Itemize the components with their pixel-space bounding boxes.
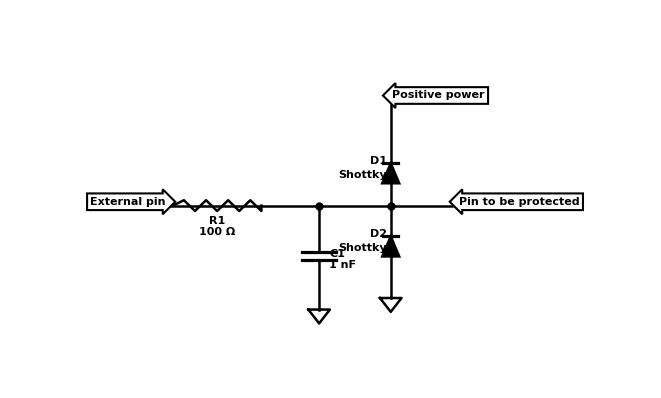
Text: 1 nF: 1 nF [329,260,356,270]
Text: Positive power: Positive power [392,90,485,101]
Text: R1: R1 [210,216,225,226]
Text: C1: C1 [329,249,345,259]
Text: Shottky: Shottky [338,170,387,180]
Text: D1: D1 [370,156,387,166]
Text: Pin to be protected: Pin to be protected [459,197,580,207]
Text: D2: D2 [370,229,387,239]
Polygon shape [382,236,399,256]
Polygon shape [382,163,399,183]
Text: Shottky: Shottky [338,243,387,253]
Text: 100 Ω: 100 Ω [200,227,235,237]
Text: External pin: External pin [91,197,166,207]
